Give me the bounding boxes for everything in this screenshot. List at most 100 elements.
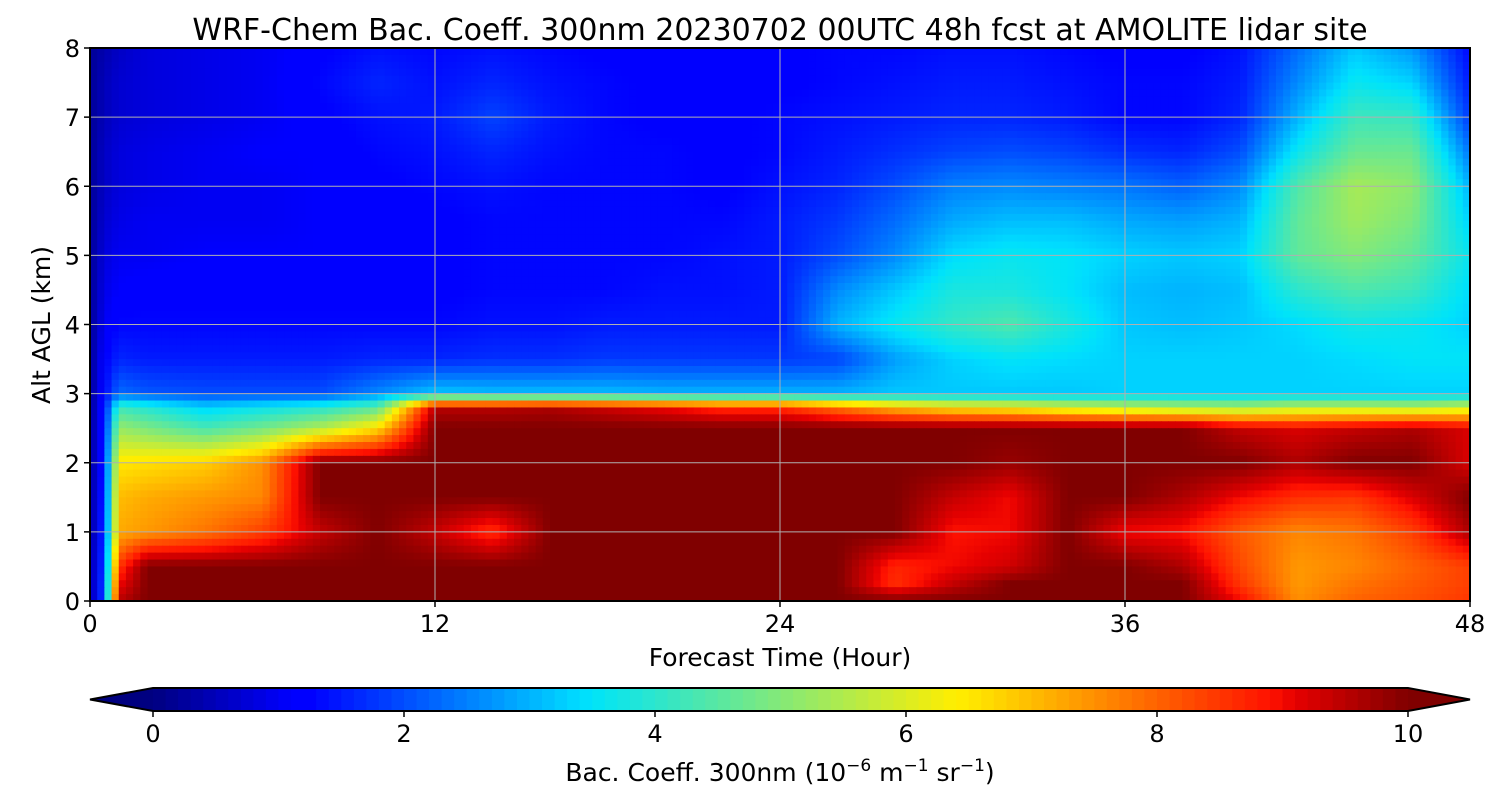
heatmap-cell	[176, 186, 185, 194]
heatmap-cell	[535, 103, 544, 111]
heatmap-cell	[744, 124, 752, 132]
heatmap-cell	[435, 213, 443, 222]
heatmap-cell	[363, 172, 371, 180]
heatmap-cell	[988, 179, 997, 187]
heatmap-cell	[233, 103, 242, 111]
heatmap-cell	[248, 61, 256, 70]
heatmap-cell	[988, 130, 997, 139]
heatmap-cell	[974, 96, 982, 104]
heatmap-cell	[1261, 165, 1270, 174]
heatmap-cell	[535, 110, 544, 118]
heatmap-cell	[1060, 144, 1069, 153]
heatmap-cell	[837, 82, 846, 91]
heatmap-cell	[327, 213, 335, 222]
heatmap-cell	[284, 54, 292, 63]
heatmap-cell	[1125, 151, 1133, 160]
heatmap-cell	[1089, 213, 1097, 222]
heatmap-cell	[966, 151, 975, 160]
heatmap-cell	[478, 110, 486, 118]
heatmap-cell	[240, 144, 249, 153]
heatmap-cell	[255, 110, 264, 118]
heatmap-cell	[1218, 68, 1227, 77]
heatmap-cell	[1290, 82, 1299, 91]
heatmap-cell	[97, 68, 105, 77]
heatmap-cell	[844, 110, 853, 118]
heatmap-cell	[923, 151, 932, 160]
heatmap-cell	[499, 110, 508, 118]
heatmap-cell	[679, 54, 688, 63]
heatmap-cell	[1125, 158, 1133, 167]
heatmap-cell	[930, 68, 939, 77]
heatmap-cell	[485, 179, 494, 187]
heatmap-cell	[1261, 213, 1270, 222]
heatmap-cell	[780, 165, 788, 174]
heatmap-cell	[1024, 193, 1033, 201]
heatmap-cell	[1089, 193, 1097, 201]
heatmap-cell	[1196, 206, 1205, 215]
heatmap-cell	[693, 137, 702, 146]
heatmap-cell	[600, 61, 609, 70]
heatmap-cell	[744, 82, 752, 91]
heatmap-cell	[528, 68, 537, 77]
heatmap-cell	[248, 117, 256, 125]
heatmap-cell	[1383, 206, 1392, 215]
heatmap-cell	[219, 103, 228, 111]
heatmap-cell	[722, 61, 731, 70]
heatmap-cell	[1024, 110, 1033, 118]
heatmap-cell	[104, 165, 113, 174]
heatmap-cell	[1060, 54, 1069, 63]
heatmap-cell	[1153, 172, 1162, 180]
heatmap-cell	[1060, 68, 1069, 77]
heatmap-cell	[183, 186, 192, 194]
heatmap-cell	[1204, 151, 1212, 160]
heatmap-cell	[643, 151, 652, 160]
heatmap-cell	[1089, 144, 1097, 153]
heatmap-cell	[183, 68, 192, 77]
heatmap-cell	[1390, 151, 1399, 160]
heatmap-cell	[190, 82, 199, 91]
heatmap-cell	[413, 89, 422, 97]
heatmap-cell	[815, 213, 824, 222]
heatmap-cell	[557, 200, 565, 208]
heatmap-cell	[966, 48, 975, 56]
heatmap-cell	[981, 144, 990, 153]
heatmap-cell	[966, 206, 975, 215]
heatmap-cell	[233, 48, 242, 56]
heatmap-cell	[334, 82, 343, 91]
heatmap-cell	[808, 96, 817, 104]
heatmap-cell	[233, 110, 242, 118]
heatmap-cell	[1175, 96, 1184, 104]
heatmap-cell	[945, 82, 954, 91]
heatmap-cell	[952, 144, 961, 153]
heatmap-cell	[1448, 206, 1457, 215]
heatmap-cell	[197, 172, 206, 180]
heatmap-cell	[1390, 130, 1399, 139]
heatmap-cell	[1319, 144, 1327, 153]
heatmap-cell	[506, 48, 515, 56]
heatmap-cell	[787, 144, 795, 153]
heatmap-cell	[693, 110, 702, 118]
heatmap-cell	[190, 124, 199, 132]
heatmap-cell	[420, 144, 429, 153]
heatmap-cell	[722, 172, 731, 180]
heatmap-cell	[442, 220, 450, 229]
heatmap-cell	[1218, 179, 1227, 187]
heatmap-cell	[665, 89, 673, 97]
heatmap-cell	[880, 220, 889, 229]
heatmap-cell	[161, 193, 170, 201]
heatmap-cell	[966, 165, 975, 174]
heatmap-cell	[1462, 103, 1470, 111]
heatmap-cell	[291, 165, 300, 174]
heatmap-cell	[104, 75, 113, 84]
heatmap-cell	[895, 89, 903, 97]
heatmap-cell	[521, 158, 530, 167]
heatmap-cell	[1297, 220, 1306, 229]
heatmap-cell	[1275, 89, 1284, 97]
heatmap-cell	[1376, 89, 1385, 97]
heatmap-cell	[1369, 130, 1378, 139]
heatmap-cell	[880, 89, 889, 97]
heatmap-cell	[528, 48, 537, 56]
heatmap-cell	[147, 103, 156, 111]
heatmap-cell	[1125, 103, 1133, 111]
heatmap-cell	[514, 117, 522, 125]
